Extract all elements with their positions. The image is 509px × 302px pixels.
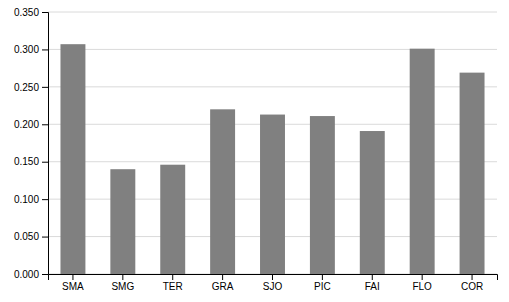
x-tick: SMA	[62, 274, 84, 292]
chart: 0.000 0.050 0.100 0.150 0.200 0.250 0.300 0.350…	[0, 0, 509, 302]
y-tick-label: 0.000	[14, 269, 39, 280]
bars	[60, 44, 484, 274]
x-tick: PIC	[314, 274, 331, 292]
bar	[60, 44, 85, 274]
grid-line	[48, 12, 497, 13]
bar	[310, 116, 335, 274]
y-tick: 0.350	[14, 7, 48, 18]
x-tick-mark	[322, 274, 323, 280]
y-tick: 0.150	[14, 156, 48, 167]
y-tick: 0.100	[14, 194, 48, 205]
y-axis: 0.000 0.050 0.100 0.150 0.200 0.250 0.300 0.350	[14, 7, 49, 280]
x-tick: SJO	[263, 274, 283, 292]
plot: 0.000 0.050 0.100 0.150 0.200 0.250 0.300 0.350…	[14, 7, 498, 292]
grid	[48, 12, 497, 274]
x-tick: TER	[163, 274, 183, 292]
x-axis: SMA SMG TER GRA SJO PIC FAI FLO COR	[49, 274, 498, 292]
y-tick-mark	[42, 87, 48, 88]
y-tick-mark	[42, 12, 48, 13]
y-tick: 0.050	[14, 231, 48, 242]
bar	[410, 49, 435, 274]
y-tick-label: 0.350	[14, 7, 39, 18]
x-tick: SMG	[111, 274, 134, 292]
y-tick-mark	[42, 162, 48, 163]
x-axis-line	[49, 275, 498, 281]
x-tick: COR	[461, 274, 483, 292]
bar	[210, 109, 235, 274]
y-tick-label: 0.200	[14, 119, 39, 130]
x-tick-mark	[72, 274, 73, 280]
x-tick-label: SJO	[263, 281, 283, 292]
y-tick-mark	[42, 124, 48, 125]
x-tick-mark	[222, 274, 223, 280]
x-tick: FAI	[365, 274, 380, 292]
y-axis-line	[42, 13, 49, 275]
bar	[360, 131, 385, 274]
x-tick-label: SMG	[111, 281, 134, 292]
y-tick-mark	[42, 199, 48, 200]
y-tick-mark	[42, 237, 48, 238]
y-tick-label: 0.150	[14, 156, 39, 167]
y-tick-mark	[42, 274, 48, 275]
y-tick-mark	[42, 49, 48, 50]
x-tick: FLO	[412, 274, 432, 292]
x-tick-label: GRA	[212, 281, 234, 292]
x-tick-mark	[372, 274, 373, 280]
y-tick-label: 0.300	[14, 44, 39, 55]
x-tick-label: PIC	[314, 281, 331, 292]
x-tick-mark	[272, 274, 273, 280]
y-tick-label: 0.100	[14, 194, 39, 205]
x-tick-mark	[172, 274, 173, 280]
bar	[260, 115, 285, 274]
y-tick: 0.000	[14, 269, 48, 280]
x-tick-mark	[422, 274, 423, 280]
y-tick-label: 0.250	[14, 82, 39, 93]
x-tick: GRA	[212, 274, 234, 292]
y-tick: 0.300	[14, 44, 48, 55]
x-tick-mark	[472, 274, 473, 280]
x-tick-mark	[122, 274, 123, 280]
bar	[160, 165, 185, 274]
x-tick-label: TER	[163, 281, 183, 292]
y-tick: 0.250	[14, 82, 48, 93]
bar	[110, 169, 135, 274]
x-tick-label: SMA	[62, 281, 84, 292]
x-tick-label: FAI	[365, 281, 380, 292]
y-tick-label: 0.050	[14, 231, 39, 242]
x-tick-label: COR	[461, 281, 483, 292]
x-tick-label: FLO	[412, 281, 432, 292]
y-tick: 0.200	[14, 119, 48, 130]
bar	[460, 73, 485, 274]
